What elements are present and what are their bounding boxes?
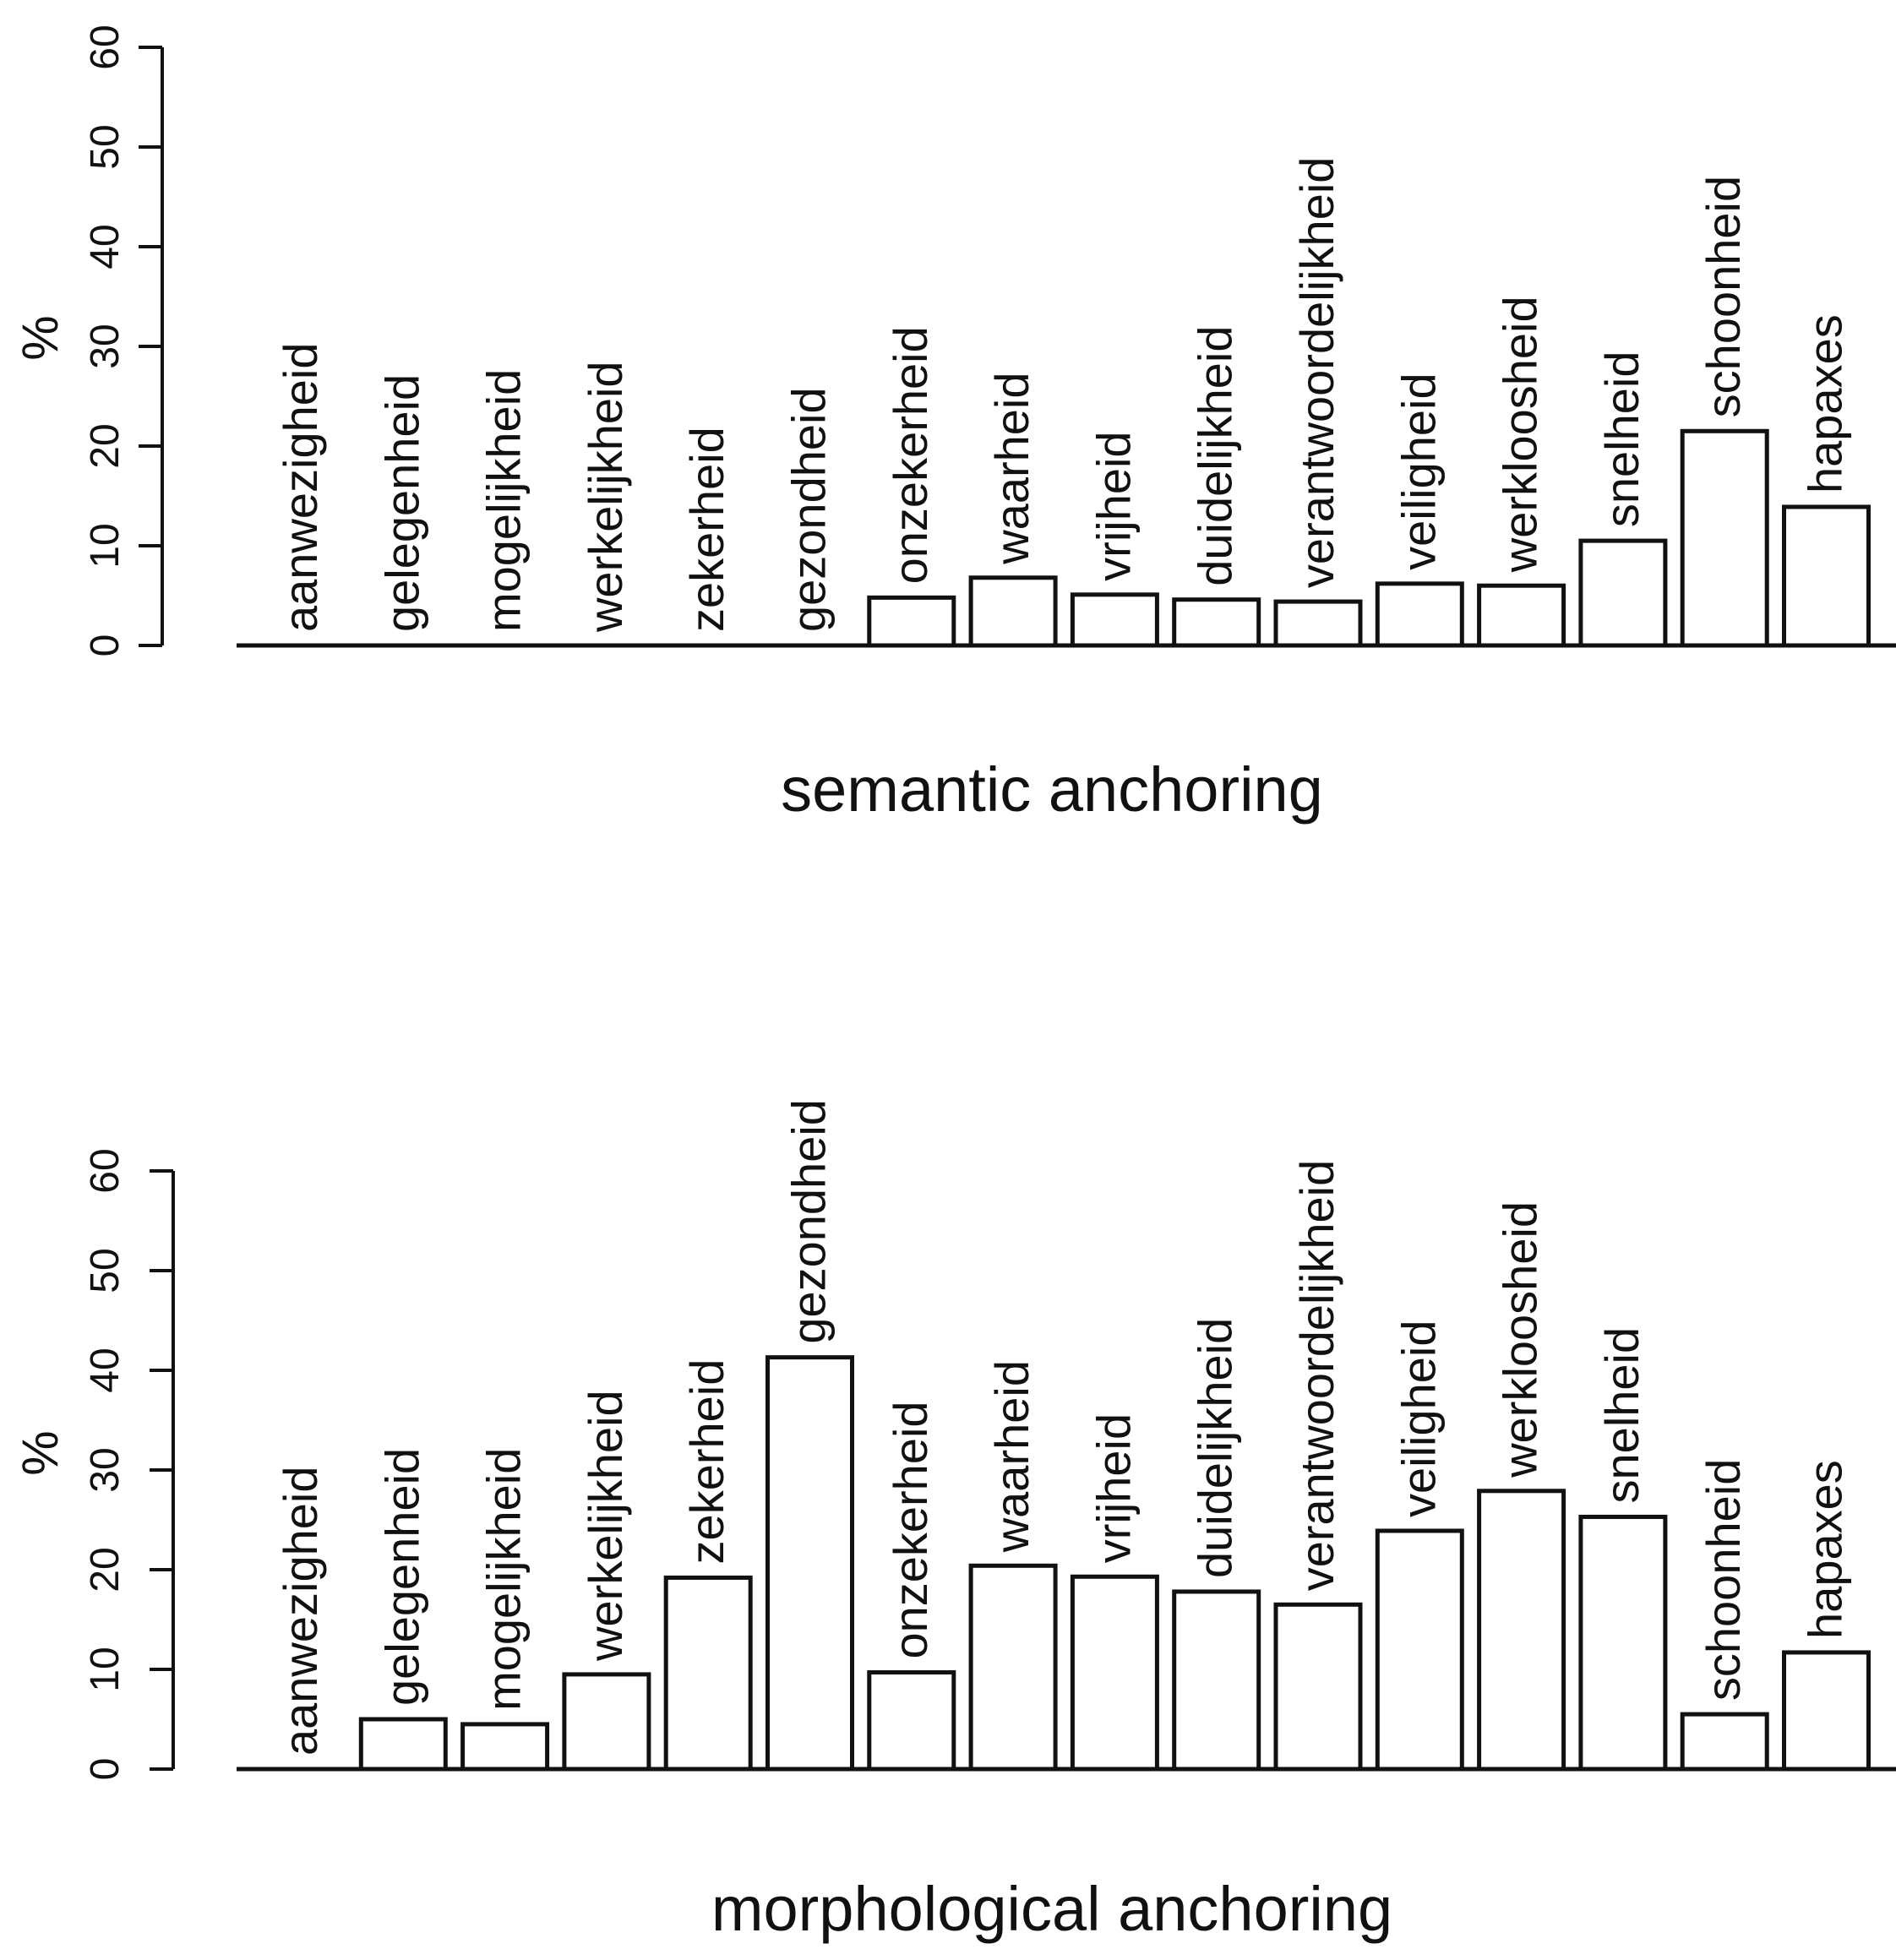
morphological-bar — [867, 1670, 956, 1772]
semantic-category-label: gezondheid — [782, 387, 836, 632]
morphological-y-axis-label: % — [12, 1430, 68, 1475]
semantic-bar — [1172, 597, 1261, 648]
morphological-bar — [1477, 1489, 1566, 1772]
semantic-category-label: duidelijkheid — [1189, 326, 1242, 586]
semantic-x-axis-label: semantic anchoring — [781, 754, 1323, 825]
morphological-category-label: verantwoordelijkheid — [1290, 1160, 1343, 1592]
semantic-bar — [1680, 428, 1769, 648]
semantic-category-label: gelegenheid — [375, 374, 428, 632]
morphological-category-label: duidelijkheid — [1189, 1318, 1242, 1578]
morphological-bar — [765, 1355, 854, 1772]
morphological-x-axis-label: morphological anchoring — [711, 1874, 1392, 1944]
semantic-category-label: schoonheid — [1697, 176, 1750, 417]
semantic-bar — [968, 575, 1058, 648]
semantic-y-axis-label: % — [12, 315, 68, 360]
semantic-bar — [867, 595, 956, 648]
morphological-bar — [1578, 1514, 1668, 1772]
semantic-category-label: mogelijkheid — [477, 369, 531, 632]
morphological-y-tick-label: 50 — [83, 1248, 128, 1293]
morphological-category-label: mogelijkheid — [477, 1448, 531, 1711]
morphological-category-label: onzekerheid — [884, 1401, 937, 1658]
morphological-bar — [1070, 1574, 1159, 1772]
morphological-category-label: snelheid — [1595, 1327, 1648, 1504]
morphological-bar — [968, 1563, 1058, 1772]
morphological-bar — [1782, 1650, 1871, 1772]
semantic-category-label: aanwezigheid — [274, 343, 327, 632]
morphological-y-tick-label: 0 — [83, 1758, 128, 1781]
morphological-y-tick-label: 10 — [83, 1647, 128, 1691]
semantic-y-tick-label: 30 — [83, 324, 128, 368]
morphological-category-label: zekerheid — [680, 1359, 733, 1565]
semantic-bar — [1477, 583, 1566, 648]
semantic-category-label: vrijheid — [1087, 431, 1140, 580]
morphological-y-tick-label: 30 — [83, 1447, 128, 1492]
morphological-y-tick-label: 20 — [83, 1547, 128, 1592]
semantic-category-label: zekerheid — [680, 427, 733, 632]
morphological-bar — [663, 1575, 753, 1772]
morphological-bar — [358, 1717, 448, 1772]
semantic-bar — [1375, 581, 1464, 648]
semantic-bar — [1273, 599, 1363, 648]
morphological-category-label: werkloosheid — [1494, 1201, 1547, 1478]
semantic-category-label: veiligheid — [1392, 373, 1445, 570]
semantic-category-label: waarheid — [985, 372, 1038, 564]
morphological-category-label: werkelijkheid — [579, 1390, 632, 1662]
morphological-bar — [562, 1672, 651, 1772]
morphological-bar — [460, 1722, 550, 1772]
morphological-y-tick-label: 40 — [83, 1348, 128, 1392]
semantic-bar — [1578, 538, 1668, 648]
semantic-y-tick-label: 40 — [83, 224, 128, 269]
morphological-y-tick-label: 60 — [83, 1148, 128, 1193]
semantic-y-tick-label: 60 — [83, 24, 128, 69]
semantic-y-tick-label: 50 — [83, 124, 128, 169]
morphological-category-label: veiligheid — [1392, 1320, 1445, 1517]
morphological-category-label: gelegenheid — [375, 1448, 428, 1706]
semantic-y-tick-label: 20 — [83, 423, 128, 468]
semantic-category-label: verantwoordelijkheid — [1290, 157, 1343, 589]
semantic-category-label: onzekerheid — [884, 326, 937, 584]
semantic-bar — [1782, 504, 1871, 648]
morphological-category-label: aanwezigheid — [274, 1467, 327, 1756]
morphological-category-label: schoonheid — [1697, 1459, 1750, 1701]
morphological-bar — [1273, 1602, 1363, 1772]
morphological-category-label: hapaxes — [1799, 1460, 1852, 1639]
semantic-category-label: snelheid — [1595, 351, 1648, 527]
semantic-y-tick-label: 0 — [83, 634, 128, 657]
morphological-bar — [1375, 1528, 1464, 1772]
semantic-y-tick-label: 10 — [83, 523, 128, 568]
morphological-bar — [1172, 1589, 1261, 1772]
morphological-bar — [1680, 1712, 1769, 1772]
semantic-category-label: hapaxes — [1799, 314, 1852, 493]
semantic-category-label: werkloosheid — [1494, 296, 1547, 573]
morphological-category-label: vrijheid — [1087, 1413, 1140, 1563]
semantic-category-label: werkelijkheid — [579, 361, 632, 633]
semantic-bar — [1070, 592, 1159, 648]
morphological-category-label: waarheid — [985, 1360, 1038, 1553]
morphological-category-label: gezondheid — [782, 1099, 836, 1344]
